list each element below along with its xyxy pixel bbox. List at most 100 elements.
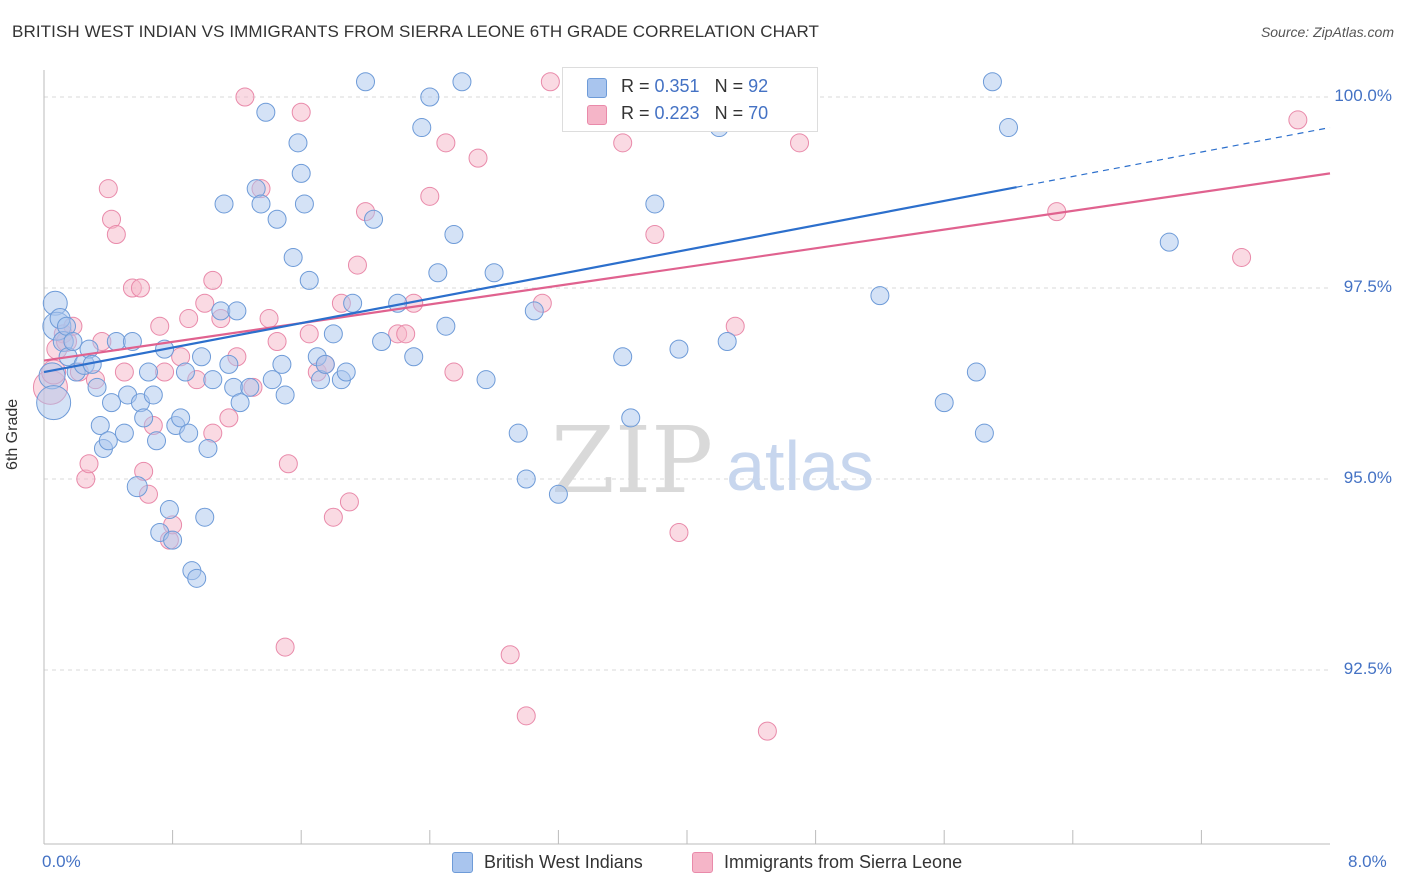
bwi-point-42 bbox=[211, 301, 231, 321]
bwi-point-46 bbox=[227, 301, 247, 321]
bwi-point-60 bbox=[299, 270, 319, 290]
bwi-point-26 bbox=[143, 385, 163, 405]
bwi-point-54 bbox=[272, 354, 292, 374]
bwi-point-86 bbox=[621, 408, 641, 428]
bwi-point-31 bbox=[163, 530, 183, 550]
sierra-leone-point-35 bbox=[267, 331, 287, 351]
bwi-point-17 bbox=[102, 393, 122, 413]
sierra-leone-point-44 bbox=[339, 492, 359, 512]
bwi-point-24 bbox=[126, 476, 148, 498]
bwi-point-39 bbox=[195, 507, 215, 527]
stats-legend: R = 0.351 N = 92 R = 0.223 N = 70 bbox=[562, 67, 818, 132]
bwi-point-18 bbox=[106, 331, 126, 351]
bwi-point-95 bbox=[974, 423, 994, 443]
bwi-point-58 bbox=[291, 163, 311, 183]
y-tick-label-97-5: 97.5% bbox=[1343, 277, 1392, 296]
sierra-leone-point-36 bbox=[275, 637, 295, 657]
sierra-leone-point-42 bbox=[323, 507, 343, 527]
legend-label-blue: British West Indians bbox=[484, 852, 643, 872]
bwi-point-87 bbox=[645, 194, 665, 214]
bwi-point-93 bbox=[934, 393, 954, 413]
bwi-point-25 bbox=[138, 362, 158, 382]
sierra-leone-point-45 bbox=[347, 255, 367, 275]
bwi-point-13 bbox=[87, 377, 107, 397]
sierra-leone-point-11 bbox=[98, 179, 118, 199]
bwi-point-47 bbox=[230, 393, 250, 413]
x-tick-label-max: 8.0% bbox=[1348, 852, 1387, 871]
sierra-leone-point-60 bbox=[669, 522, 689, 542]
sierra-leone-point-26 bbox=[195, 293, 215, 313]
bwi-point-84 bbox=[548, 484, 568, 504]
chart-title: BRITISH WEST INDIAN VS IMMIGRANTS FROM S… bbox=[12, 22, 819, 41]
bwi-point-53 bbox=[267, 209, 287, 229]
n-value-pink: 70 bbox=[748, 103, 769, 123]
bwi-point-27 bbox=[147, 431, 167, 451]
sierra-leone-point-20 bbox=[155, 362, 175, 382]
sierra-leone-point-14 bbox=[114, 362, 134, 382]
legend-swatch-pink bbox=[692, 852, 713, 873]
sierra-leone-point-19 bbox=[150, 316, 170, 336]
bwi-point-59 bbox=[294, 194, 314, 214]
sierra-leone-point-52 bbox=[444, 362, 464, 382]
bwi-point-43 bbox=[214, 194, 234, 214]
bwi-point-97 bbox=[999, 118, 1018, 138]
sierra-leone-point-51 bbox=[436, 133, 456, 153]
bwi-point-76 bbox=[436, 316, 456, 336]
bwi-point-30 bbox=[159, 500, 179, 520]
bwi-point-67 bbox=[343, 293, 363, 313]
bwi-point-88 bbox=[669, 339, 689, 359]
sierra-leone-point-16 bbox=[130, 278, 150, 298]
bwi-point-14 bbox=[90, 416, 110, 436]
sierra-leone-point-53 bbox=[468, 148, 488, 168]
bwi-point-51 bbox=[256, 102, 276, 122]
bwi-point-23 bbox=[134, 408, 154, 428]
sierra-leone-point-66 bbox=[1232, 247, 1252, 267]
legend-label-pink: Immigrants from Sierra Leone bbox=[724, 852, 963, 872]
bwi-point-66 bbox=[336, 362, 356, 382]
bwi-point-33 bbox=[171, 408, 191, 428]
sierra-leone-point-29 bbox=[219, 408, 239, 428]
watermark-atlas: atlas bbox=[726, 427, 874, 505]
bwi-point-44 bbox=[219, 354, 239, 374]
y-tick-label-95: 95.0% bbox=[1343, 468, 1392, 487]
sierra-leone-point-8 bbox=[79, 454, 99, 474]
bwi-point-64 bbox=[323, 324, 343, 344]
axes bbox=[43, 70, 1330, 845]
sierra-leone-point-37 bbox=[278, 454, 298, 474]
y-tick-label-100: 100.0% bbox=[1334, 86, 1392, 105]
x-tick-label-min: 0.0% bbox=[42, 852, 81, 871]
bwi-point-35 bbox=[179, 423, 199, 443]
sierra-leone-point-13 bbox=[106, 225, 126, 245]
bwi-point-96 bbox=[982, 72, 1002, 92]
bwi-point-80 bbox=[484, 263, 504, 283]
bwi-point-68 bbox=[356, 72, 375, 92]
bwi-point-1 bbox=[36, 385, 72, 421]
bwi-point-52 bbox=[262, 370, 282, 390]
sierra-leone-point-31 bbox=[235, 87, 255, 107]
bwi-point-41 bbox=[203, 370, 223, 390]
r-label: R = bbox=[621, 76, 655, 96]
n-label: N = bbox=[714, 76, 749, 96]
sierra-leone-point-55 bbox=[516, 706, 536, 726]
bwi-point-34 bbox=[175, 362, 195, 382]
sierra-leone-point-39 bbox=[299, 324, 319, 344]
sierra-leone-point-54 bbox=[500, 645, 520, 665]
y-tick-label-92-5: 92.5% bbox=[1343, 659, 1392, 678]
sierra-leone-point-67 bbox=[1288, 110, 1308, 130]
watermark: ZIP atlas bbox=[551, 407, 874, 514]
source-label: Source: ZipAtlas.com bbox=[1260, 24, 1394, 40]
sierra-leone-point-50 bbox=[420, 186, 440, 206]
bwi-point-55 bbox=[275, 385, 295, 405]
bwi-point-77 bbox=[444, 225, 464, 245]
bwi-point-19 bbox=[114, 423, 134, 443]
bwi-point-78 bbox=[452, 72, 472, 92]
n-value-blue: 92 bbox=[748, 76, 769, 96]
bwi-point-82 bbox=[516, 469, 536, 489]
bwi-point-16 bbox=[98, 431, 118, 451]
bwi-point-0 bbox=[38, 362, 66, 390]
sierra-leone-point-57 bbox=[540, 72, 560, 92]
bwi-point-50 bbox=[251, 194, 271, 214]
blue-swatch bbox=[587, 78, 607, 98]
r-value-pink: 0.223 bbox=[654, 103, 700, 123]
